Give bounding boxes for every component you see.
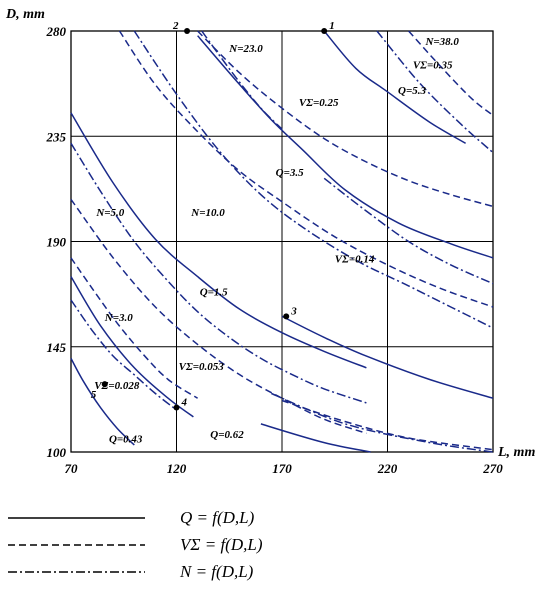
- x-tick-label-3: 220: [377, 461, 398, 476]
- curve-label-14: Q=0.43: [109, 434, 143, 446]
- point-label-2: 2: [172, 20, 179, 32]
- curve-dashed-7: [70, 257, 199, 399]
- point-label-5: 5: [91, 389, 97, 401]
- curve-dashed-12: [281, 399, 494, 451]
- point-marker-1: [321, 28, 328, 34]
- curve-label-7: N=10.0: [190, 207, 225, 219]
- x-tick-label-2: 170: [272, 461, 292, 476]
- curve-solid-4: [281, 315, 494, 399]
- point-label-3: 3: [290, 305, 297, 317]
- curve-dashdot-15: [133, 30, 494, 329]
- curve-dashdot-18: [376, 30, 494, 154]
- point-marker-2: [184, 28, 191, 34]
- curve-dashed-10: [197, 30, 494, 208]
- legend: Q = f(D,L) VΣ = f(D,L) N = f(D,L): [8, 508, 263, 581]
- curve-dashdot-16: [201, 30, 283, 130]
- curve-label-3: Q=5.3: [398, 85, 426, 97]
- curve-solid-6: [323, 30, 466, 144]
- x-axis-label: L, mm: [497, 445, 535, 460]
- curve-solid-3: [260, 423, 371, 453]
- y-tick-label-4: 280: [46, 24, 67, 39]
- curve-labels: N=38.0 N=23.0 VΣ=0.35 Q=5.3 VΣ=0.25 Q=3.5 N=5.…: [94, 36, 459, 446]
- curve-label-4: VΣ=0.25: [299, 97, 339, 109]
- curve-dashdot-17: [323, 177, 494, 285]
- point-label-4: 4: [181, 397, 188, 409]
- curve-dashdot-14: [70, 142, 367, 404]
- point-marker-4: [173, 404, 180, 411]
- curve-dashed-11: [408, 30, 494, 116]
- curve-dashed-9: [118, 30, 494, 308]
- grid-lines: [70, 30, 494, 453]
- y-axis-label: D, mm: [5, 7, 45, 22]
- legend-label-dashdot: N = f(D,L): [179, 562, 254, 581]
- legend-label-dashed: VΣ = f(D,L): [180, 535, 263, 554]
- tick-labels: 70 120 170 220 270 100 145 190 235 280: [46, 24, 504, 476]
- x-tick-label-4: 270: [482, 461, 503, 476]
- data-points: 1 2 3 4 5: [91, 20, 335, 411]
- curve-label-5: Q=3.5: [276, 167, 304, 179]
- point-marker-5: [101, 381, 108, 388]
- y-tick-label-3: 235: [46, 129, 67, 144]
- curve-dashdot-19: [271, 392, 494, 453]
- curve-label-2: VΣ=0.35: [413, 59, 453, 71]
- curve-label-0: N=38.0: [424, 36, 459, 48]
- y-tick-label-0: 100: [47, 445, 67, 460]
- curve-dashed-8: [70, 198, 367, 435]
- curve-label-13: Q=0.62: [210, 429, 244, 441]
- point-marker-3: [283, 313, 290, 320]
- curves: [70, 30, 494, 453]
- y-tick-label-1: 145: [47, 340, 67, 355]
- point-label-1: 1: [329, 20, 335, 32]
- curve-label-12: VΣ=0.028: [94, 380, 140, 392]
- x-tick-label-0: 70: [65, 461, 79, 476]
- x-tick-label-1: 120: [167, 461, 187, 476]
- y-tick-label-2: 190: [47, 235, 67, 250]
- curve-solid-2: [70, 112, 367, 369]
- curve-label-8: VΣ=0.14: [335, 254, 375, 266]
- curve-label-6: N=5.0: [95, 207, 124, 219]
- curve-solid-0: [70, 358, 135, 446]
- legend-label-solid: Q = f(D,L): [180, 508, 255, 527]
- curve-label-10: N=3.0: [104, 312, 133, 324]
- curve-label-9: Q=1.5: [200, 286, 228, 298]
- curve-solid-5: [197, 35, 494, 259]
- curve-label-11: VΣ=0.053: [179, 361, 225, 373]
- curve-label-1: N=23.0: [228, 43, 263, 55]
